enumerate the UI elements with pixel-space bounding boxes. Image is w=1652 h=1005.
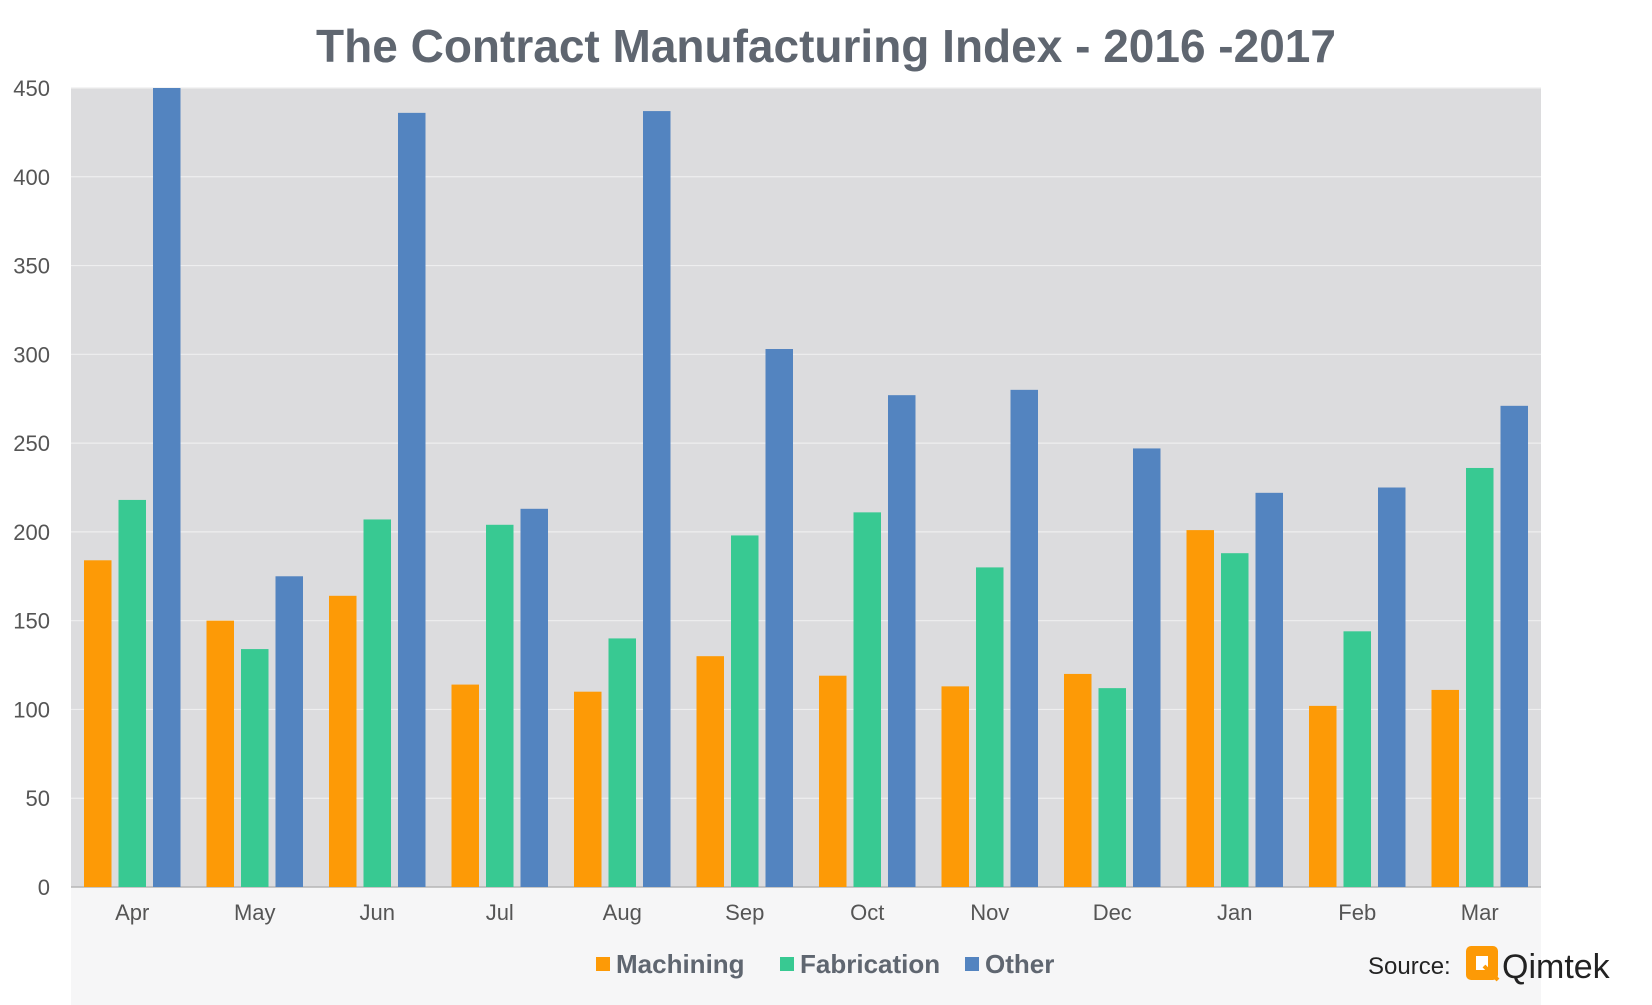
bar-other-jun <box>398 112 426 887</box>
bar-machining-jul <box>451 684 479 887</box>
x-tick-label: Aug <box>603 900 642 925</box>
bar-machining-sep <box>696 656 724 887</box>
bar-machining-may <box>206 620 234 887</box>
bar-machining-aug <box>574 691 602 887</box>
bar-machining-jan <box>1186 530 1214 887</box>
y-axis: 0 50 100 150 200 250 300 350 400 450 <box>13 76 50 900</box>
bar-other-dec <box>1133 448 1161 887</box>
y-tick-label: 450 <box>13 76 50 101</box>
chart-title: The Contract Manufacturing Index - 2016 … <box>316 20 1336 72</box>
y-tick-label: 0 <box>38 875 50 900</box>
bar-fabrication-mar <box>1466 467 1494 887</box>
x-axis: Apr May Jun Jul Aug Sep Oct Nov Dec Jan Feb Mar <box>115 900 1499 925</box>
bar-machining-nov <box>941 686 969 887</box>
legend-label-fabrication: Fabrication <box>800 949 940 979</box>
legend-label-machining: Machining <box>616 949 745 979</box>
y-tick-label: 200 <box>13 520 50 545</box>
x-tick-label: Feb <box>1338 900 1376 925</box>
bar-fabrication-nov <box>976 567 1004 887</box>
legend-swatch-fabrication <box>780 957 794 971</box>
y-tick-label: 300 <box>13 342 50 367</box>
source-credit: Source: Qimtek <box>1368 946 1611 986</box>
x-tick-label: Apr <box>115 900 149 925</box>
source-label: Source: <box>1368 953 1451 980</box>
bar-other-jan <box>1255 492 1283 887</box>
x-tick-label: Nov <box>970 900 1009 925</box>
bar-machining-feb <box>1309 705 1337 887</box>
bar-other-apr <box>153 88 181 887</box>
bar-fabrication-sep <box>731 535 759 887</box>
bar-machining-mar <box>1431 689 1459 887</box>
plot-background <box>71 88 1541 887</box>
y-tick-label: 350 <box>13 254 50 279</box>
bar-other-may <box>275 576 303 887</box>
y-tick-label: 250 <box>13 431 50 456</box>
bar-fabrication-jan <box>1221 553 1249 887</box>
y-tick-label: 50 <box>26 786 50 811</box>
bar-machining-dec <box>1064 673 1092 887</box>
source-brand: Qimtek <box>1502 948 1611 986</box>
bar-fabrication-dec <box>1098 688 1126 887</box>
y-tick-label: 400 <box>13 165 50 190</box>
bar-other-sep <box>765 349 793 887</box>
x-tick-label: Jun <box>360 900 395 925</box>
x-tick-label: Mar <box>1461 900 1499 925</box>
y-tick-label: 100 <box>13 697 50 722</box>
y-tick-label: 150 <box>13 609 50 634</box>
bar-machining-apr <box>84 560 112 887</box>
legend-area-background <box>71 887 1541 1005</box>
bar-other-nov <box>1010 389 1038 887</box>
x-tick-label: Dec <box>1093 900 1132 925</box>
bar-fabrication-feb <box>1343 631 1371 887</box>
legend: Machining Fabrication Other <box>596 949 1054 979</box>
bar-other-jul <box>520 508 548 887</box>
legend-label-other: Other <box>985 949 1054 979</box>
bar-machining-oct <box>819 675 847 887</box>
bar-other-oct <box>888 395 916 887</box>
bar-other-mar <box>1500 405 1528 887</box>
bar-other-aug <box>643 111 671 888</box>
qimtek-logo-icon <box>1466 946 1500 982</box>
x-tick-label: Jan <box>1217 900 1252 925</box>
x-tick-label: Oct <box>850 900 884 925</box>
legend-swatch-machining <box>596 957 610 971</box>
bar-fabrication-jul <box>486 524 514 887</box>
x-tick-label: May <box>234 900 276 925</box>
bar-other-feb <box>1378 487 1406 887</box>
x-tick-label: Jul <box>486 900 514 925</box>
bar-fabrication-apr <box>118 499 146 887</box>
bar-fabrication-aug <box>608 638 636 887</box>
bar-fabrication-oct <box>853 512 881 887</box>
bar-machining-jun <box>329 595 357 887</box>
gridlines <box>71 87 1541 799</box>
legend-swatch-other <box>965 957 979 971</box>
bar-fabrication-may <box>241 649 269 887</box>
bars <box>84 88 1528 888</box>
x-tick-label: Sep <box>725 900 764 925</box>
bar-fabrication-jun <box>363 519 391 887</box>
